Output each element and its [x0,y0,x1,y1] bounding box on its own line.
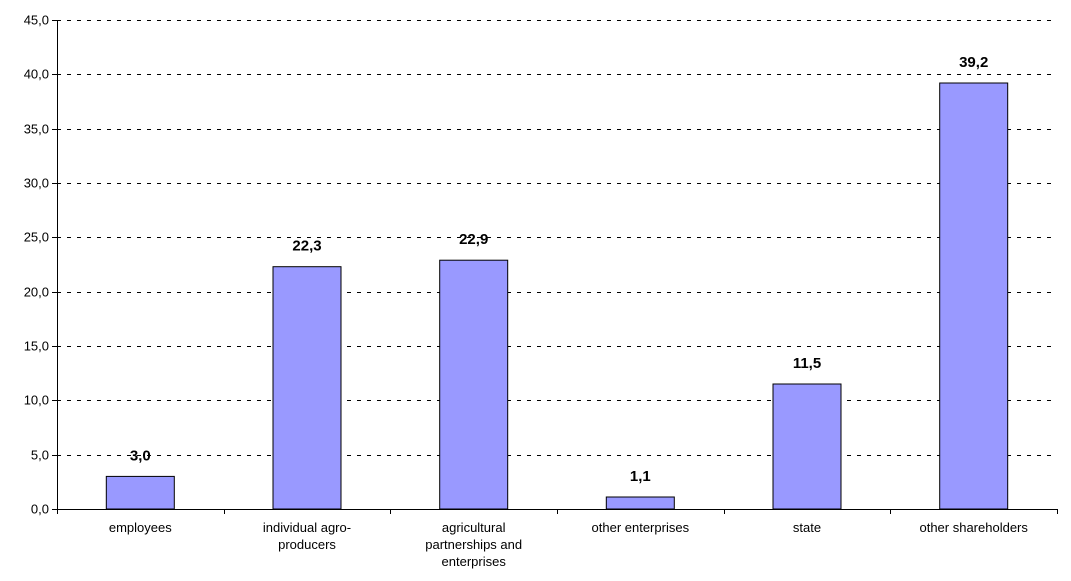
data-label: 3,0 [130,447,151,464]
category-label: employees [109,520,172,535]
category-label: other shareholders [919,520,1028,535]
bars [105,82,1009,510]
axes [52,20,1058,514]
category-label-line: enterprises [442,554,507,569]
data-labels: 3,0 22,3 22,9 1,1 11,5 39,2 [130,54,988,485]
category-label-line: agricultural [442,520,506,535]
category-label-line: partnerships and [425,537,522,552]
category-label-line: other enterprises [592,520,690,535]
bar [939,82,1009,510]
category-labels: employees individual agro-producers agricu… [109,520,1029,569]
bar [272,266,342,510]
y-tick-label: 30,0 [24,176,49,191]
y-tick-label: 25,0 [24,230,49,245]
bar [105,475,175,510]
bar [772,383,842,510]
y-tick-label: 5,0 [31,448,49,463]
category-label-line: producers [278,537,336,552]
data-label: 39,2 [959,54,988,71]
y-tick-label: 45,0 [24,13,49,28]
y-tick-label: 15,0 [24,339,49,354]
y-tick-label: 10,0 [24,393,49,408]
y-tick-label: 20,0 [24,285,49,300]
y-tick-label: 40,0 [24,67,49,82]
y-tick-labels: 0,0 5,0 10,0 15,0 20,0 25,0 30,0 35,0 40,0 45,0 [24,13,49,517]
category-label-line: individual agro- [263,520,351,535]
bar [439,259,509,510]
category-label: other enterprises [592,520,690,535]
y-tick-label: 0,0 [31,502,49,517]
data-label: 22,3 [292,238,321,255]
data-label: 1,1 [630,468,651,485]
category-label-line: other shareholders [919,520,1028,535]
gridlines [57,20,1057,456]
category-label: individual agro-producers [263,520,351,552]
y-tick-label: 35,0 [24,122,49,137]
data-label: 22,9 [459,231,488,248]
data-label: 11,5 [793,355,821,372]
bar [605,496,675,510]
category-label-line: employees [109,520,172,535]
category-label-line: state [793,520,821,535]
category-label: state [793,520,821,535]
category-label: agricultural partnerships and enterprises [425,520,522,569]
